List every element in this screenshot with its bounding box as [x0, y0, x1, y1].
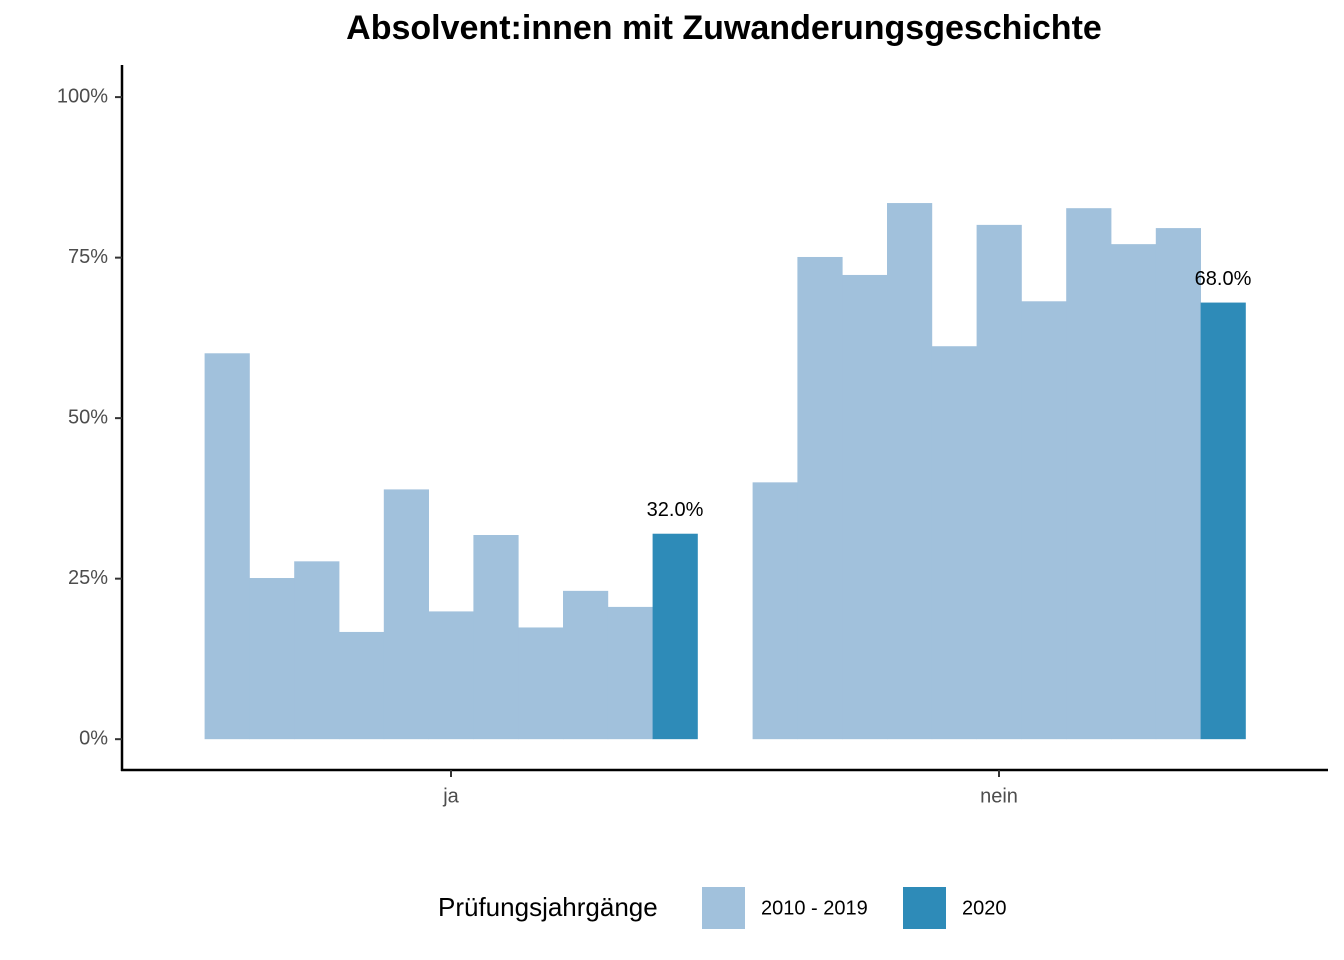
bar [931, 346, 977, 740]
y-tick-label: 50% [68, 406, 108, 428]
bar [383, 489, 429, 740]
y-tick-label: 100% [57, 85, 108, 107]
x-tick-label: ja [442, 785, 459, 807]
y-tick-label: 75% [68, 246, 108, 268]
legend-swatch [903, 887, 946, 929]
x-tick-label: nein [980, 785, 1018, 807]
bar [473, 535, 519, 740]
y-tick-label: 0% [79, 727, 108, 749]
bar [518, 627, 564, 740]
bar [204, 353, 250, 740]
bar [1066, 208, 1112, 740]
bar [249, 578, 295, 740]
bar [887, 203, 933, 740]
bar [1155, 228, 1201, 740]
legend-swatch [702, 887, 745, 929]
bar [652, 533, 698, 740]
bar [1021, 301, 1067, 740]
bar [1200, 302, 1246, 740]
bar [294, 561, 340, 740]
bar [976, 224, 1022, 740]
legend-label: 2020 [962, 897, 1007, 919]
bar [1111, 244, 1157, 740]
bar [563, 590, 609, 740]
value-label: 32.0% [647, 499, 704, 521]
bar [842, 274, 888, 740]
bar [428, 611, 474, 740]
bar [752, 482, 798, 740]
bar [339, 631, 385, 740]
chart-title: Absolvent:innen mit Zuwanderungsgeschich… [346, 9, 1102, 47]
legend-label: 2010 - 2019 [761, 897, 868, 919]
bar [797, 256, 843, 740]
y-tick-label: 25% [68, 567, 108, 589]
legend-title: Prüfungsjahrgänge [438, 892, 658, 922]
value-label: 68.0% [1195, 268, 1252, 290]
bar [607, 606, 653, 740]
